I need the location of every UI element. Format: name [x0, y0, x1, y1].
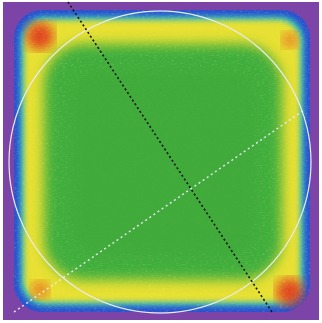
reference-circle — [8, 10, 312, 314]
center-core — [70, 70, 256, 256]
plate — [14, 10, 310, 312]
diagonal-line — [67, 1, 273, 313]
diagonal-line — [13, 109, 305, 313]
